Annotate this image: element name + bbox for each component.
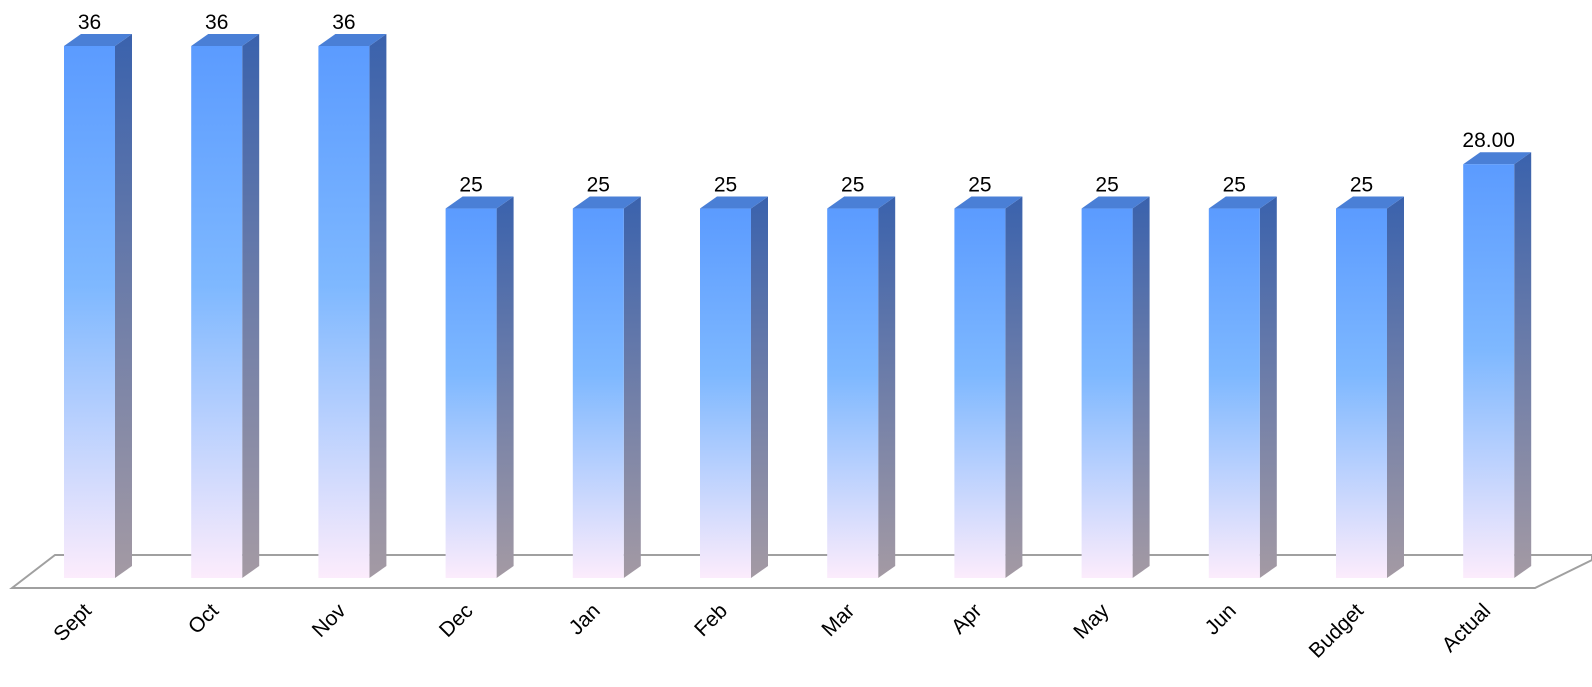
bar: 25	[1081, 174, 1150, 579]
bar-side	[1387, 196, 1404, 579]
data-label: 36	[332, 11, 355, 34]
bar-side	[1259, 196, 1277, 579]
bars-group: 36 36 36 25 25 25 25 25 25 25 25 28.00	[64, 11, 1532, 579]
x-tick-label: Mar	[817, 599, 859, 641]
data-label: 25	[459, 174, 482, 197]
bar: 25	[1336, 174, 1404, 579]
bar-top	[191, 34, 260, 46]
bar: 25	[1208, 174, 1277, 579]
bar-side	[1005, 196, 1023, 579]
x-tick-label: Budget	[1305, 599, 1368, 662]
bar-side	[369, 34, 387, 578]
bar-side	[115, 34, 132, 578]
bar-top	[1081, 196, 1150, 209]
data-label: 36	[78, 11, 101, 34]
x-tick-label: Feb	[690, 599, 732, 641]
chart-floor	[9, 554, 1592, 589]
bar-front	[1336, 208, 1387, 579]
data-label: 25	[1350, 174, 1373, 197]
bar-top	[700, 196, 768, 209]
bar: 36	[191, 11, 260, 578]
bar-front	[954, 208, 1006, 579]
data-label: 25	[714, 174, 737, 197]
x-tick-label: Apr	[947, 599, 986, 638]
data-label: 25	[841, 174, 864, 197]
bar: 25	[954, 174, 1023, 579]
x-tick-label: Sept	[49, 599, 96, 646]
data-label: 25	[587, 174, 610, 197]
data-label: 28.00	[1462, 129, 1515, 152]
bar: 25	[445, 174, 514, 579]
bar-front	[1463, 164, 1515, 578]
bar-front	[1208, 208, 1260, 579]
bar-front	[64, 46, 115, 578]
data-label: 25	[1095, 174, 1118, 197]
bar-side	[242, 34, 260, 578]
x-tick-label: Actual	[1438, 599, 1496, 657]
bar-front	[700, 208, 751, 579]
bar-front	[318, 46, 370, 578]
bar-top	[1208, 196, 1277, 209]
bar-side	[1132, 196, 1150, 579]
bar-top	[827, 196, 896, 209]
bar-side	[496, 196, 514, 579]
x-axis-labels: Sept Oct Nov Dec Jan Feb Mar Apr May Jun Budget Act…	[49, 599, 1495, 663]
x-tick-label: Jan	[565, 599, 605, 639]
x-tick-label: Nov	[308, 599, 351, 642]
bar-top	[1336, 196, 1404, 209]
data-label: 25	[968, 174, 991, 197]
bar: 25	[827, 174, 896, 579]
x-tick-label: Jun	[1201, 599, 1241, 639]
bar-side	[751, 196, 768, 579]
bar-front	[827, 208, 879, 579]
bar: 36	[318, 11, 387, 578]
data-label: 36	[205, 11, 228, 34]
bar: 25	[700, 174, 768, 579]
bar-top	[318, 34, 387, 46]
bar-side	[878, 196, 896, 579]
bar-side	[1514, 152, 1532, 578]
bar: 25	[572, 174, 641, 579]
bar: 28.00	[1462, 129, 1532, 578]
bar-side	[623, 196, 641, 579]
x-tick-label: May	[1069, 599, 1114, 644]
bar-front	[572, 208, 624, 579]
data-label: 25	[1223, 174, 1246, 197]
bar-top	[445, 196, 514, 209]
x-tick-label: Dec	[435, 599, 478, 642]
x-tick-label: Oct	[184, 599, 223, 638]
bar-top	[572, 196, 641, 209]
bar-top	[64, 34, 132, 46]
bar: 36	[64, 11, 132, 578]
bar-front	[445, 208, 497, 579]
bar-top	[1463, 152, 1532, 165]
bar-front	[191, 46, 243, 578]
bar-front	[1081, 208, 1133, 579]
bar-top	[954, 196, 1023, 209]
